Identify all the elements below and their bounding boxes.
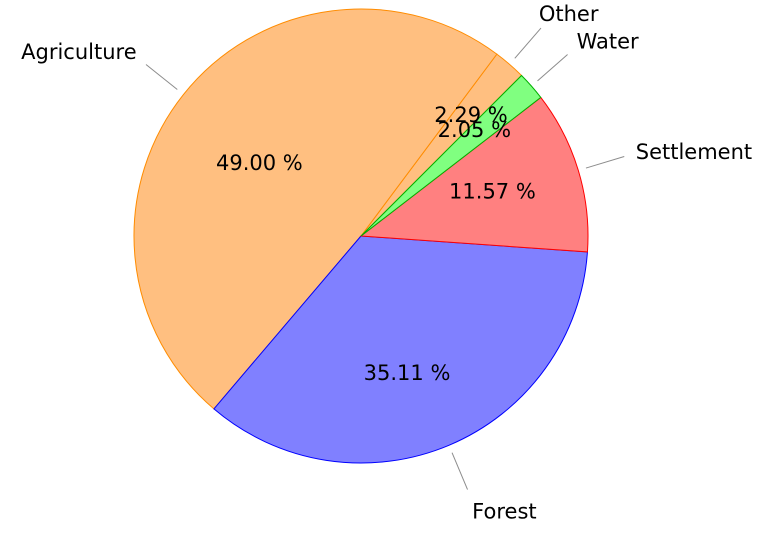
leader-line-other (514, 27, 542, 59)
percentage-labels: 2.29 % 49.00 % 35.11 % 11.57 % 2.05 % (216, 103, 536, 385)
pie-slice-forest (213, 235, 588, 464)
leader-line-forest (451, 452, 468, 490)
pct-label-other: 2.29 % (434, 103, 507, 127)
category-label-forest: Forest (472, 500, 536, 524)
category-label-other: Other (539, 2, 599, 26)
category-labels: Other Agriculture Forest Settlement Water (21, 2, 752, 524)
leader-line-settlement (585, 156, 625, 169)
pie-slice-agriculture (133, 8, 498, 410)
category-label-agriculture: Agriculture (21, 40, 137, 64)
pct-label-agriculture: 49.00 % (216, 151, 303, 175)
pct-label-water: 2.05 % (438, 118, 511, 142)
leader-lines (145, 27, 625, 490)
pct-label-settlement: 11.57 % (449, 180, 536, 204)
pct-label-forest: 35.11 % (364, 361, 451, 385)
pie-slice-water (360, 74, 542, 237)
category-label-settlement: Settlement (636, 140, 752, 164)
pie-slices (133, 8, 589, 464)
leader-line-agriculture (145, 64, 178, 90)
category-label-water: Water (577, 30, 639, 54)
leader-line-water (537, 54, 568, 82)
pie-slice-settlement (359, 96, 589, 253)
